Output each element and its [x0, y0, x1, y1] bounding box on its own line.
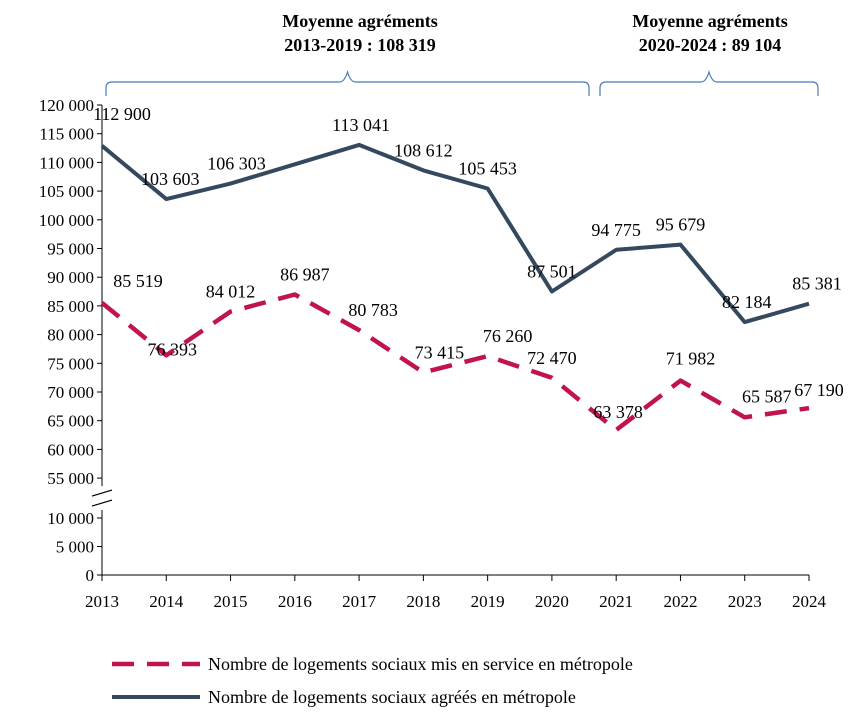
- y-tick-label: 65 000: [47, 412, 94, 431]
- y-tick-label: 70 000: [47, 383, 94, 402]
- data-label: 103 603: [141, 169, 200, 189]
- x-tick-label: 2013: [85, 592, 119, 611]
- y-tick-label: 100 000: [39, 211, 94, 230]
- brace-2020-2024: [599, 69, 819, 96]
- data-label: 112 900: [93, 104, 151, 124]
- y-tick-label: 85 000: [47, 297, 94, 316]
- y-tick-label: 90 000: [47, 268, 94, 287]
- annotation-2013-2019-line1: Moyenne agréments: [282, 11, 438, 31]
- y-tick-label: 10 000: [47, 509, 94, 528]
- annotation-2020-2024-line1: Moyenne agréments: [632, 11, 788, 31]
- x-tick-label: 2020: [535, 592, 569, 611]
- data-label: 76 260: [483, 326, 533, 346]
- data-label: 86 987: [280, 264, 330, 284]
- axis-break-mark: [91, 499, 113, 507]
- x-tick-label: 2022: [663, 592, 697, 611]
- y-tick-label: 80 000: [47, 326, 94, 345]
- legend-label-mis-en-service: Nombre de logements sociaux mis en servi…: [208, 654, 633, 674]
- annotation-2020-2024-line2: 2020-2024 : 89 104: [638, 35, 782, 55]
- brace-2013-2019: [105, 69, 590, 96]
- x-tick-label: 2023: [728, 592, 762, 611]
- x-tick-label: 2019: [471, 592, 505, 611]
- axis-break-mark: [91, 489, 113, 497]
- y-tick-label: 105 000: [39, 182, 94, 201]
- y-tick-label: 110 000: [39, 153, 94, 172]
- data-label: 71 982: [666, 349, 716, 369]
- y-tick-label: 60 000: [47, 440, 94, 459]
- x-tick-label: 2018: [406, 592, 440, 611]
- x-tick-label: 2024: [792, 592, 827, 611]
- data-label: 106 303: [207, 154, 266, 174]
- series-line-agrees: [100, 142, 810, 325]
- data-label: 87 501: [527, 262, 577, 282]
- data-label: 85 381: [792, 274, 842, 294]
- y-tick-label: 0: [86, 566, 95, 585]
- y-tick-label: 55 000: [47, 469, 94, 488]
- data-label: 85 519: [113, 271, 163, 291]
- data-label: 84 012: [206, 282, 256, 302]
- y-tick-label: 115 000: [39, 125, 94, 144]
- y-tick-label: 75 000: [47, 354, 94, 373]
- data-label: 67 190: [794, 380, 844, 400]
- data-label: 113 041: [332, 115, 390, 135]
- y-tick-label: 120 000: [39, 96, 94, 115]
- x-tick-label: 2014: [149, 592, 184, 611]
- annotation-2013-2019: Moyenne agréments 2013-2019 : 108 319: [240, 9, 480, 57]
- data-label: 108 612: [394, 140, 453, 160]
- x-tick-label: 2021: [599, 592, 633, 611]
- series-line-mis-en-service: [100, 292, 810, 433]
- data-label: 76 393: [148, 339, 198, 359]
- annotation-2013-2019-line2: 2013-2019 : 108 319: [284, 35, 436, 55]
- annotation-2020-2024: Moyenne agréments 2020-2024 : 89 104: [590, 9, 830, 57]
- data-label: 65 587: [742, 386, 792, 406]
- data-label: 73 415: [415, 342, 465, 362]
- x-tick-label: 2016: [278, 592, 312, 611]
- x-tick-label: 2017: [342, 592, 377, 611]
- data-label: 63 378: [593, 402, 643, 422]
- data-label: 94 775: [591, 220, 641, 240]
- y-tick-label: 95 000: [47, 240, 94, 259]
- x-tick-label: 2015: [214, 592, 248, 611]
- data-label: 80 783: [348, 300, 398, 320]
- data-label: 72 470: [527, 348, 577, 368]
- legend-label-agrees: Nombre de logements sociaux agréés en mé…: [208, 687, 576, 707]
- data-label: 105 453: [458, 158, 517, 178]
- data-label: 82 184: [722, 292, 772, 312]
- data-label: 95 679: [656, 215, 706, 235]
- y-tick-label: 5 000: [56, 538, 94, 557]
